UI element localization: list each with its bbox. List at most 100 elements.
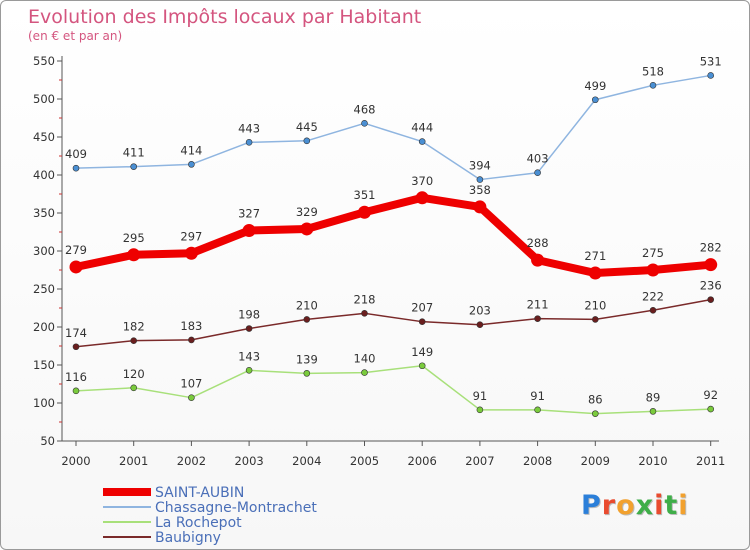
data-label: 207 xyxy=(411,301,433,315)
data-label: 89 xyxy=(646,390,661,404)
data-label: 394 xyxy=(469,159,491,173)
legend-label: Baubigny xyxy=(155,530,221,546)
series-line xyxy=(75,365,712,415)
data-label: 297 xyxy=(180,229,202,243)
data-point xyxy=(303,370,311,377)
data-label: 222 xyxy=(642,289,664,303)
data-label: 288 xyxy=(527,236,549,250)
data-label: 329 xyxy=(296,205,318,219)
data-point xyxy=(245,367,253,374)
data-point xyxy=(415,191,429,205)
data-label: 295 xyxy=(123,231,145,245)
data-label: 120 xyxy=(123,367,145,381)
data-label: 279 xyxy=(65,243,87,257)
logo-letter: o xyxy=(616,490,636,521)
y-tick-label: 400 xyxy=(33,168,55,182)
data-point xyxy=(476,406,484,414)
data-point xyxy=(361,310,368,317)
x-tick-label: 2005 xyxy=(350,454,379,468)
data-label: 411 xyxy=(123,146,145,160)
data-point xyxy=(707,296,715,303)
logo-letter: t xyxy=(664,490,679,521)
y-tick-label: 250 xyxy=(33,282,55,296)
data-point xyxy=(476,321,484,329)
data-label: 210 xyxy=(296,298,318,312)
data-point xyxy=(418,318,426,325)
data-point xyxy=(245,325,253,332)
proxiti-logo: Proxiti xyxy=(581,490,689,521)
series-baubigny: 174 182 183 198 210 218 207 203 211 210 222 236 xyxy=(65,279,722,351)
data-point xyxy=(130,337,137,344)
data-label: 327 xyxy=(238,206,260,220)
chart-subtitle: (en € et par an) xyxy=(28,29,123,43)
data-point xyxy=(531,253,545,267)
data-point xyxy=(646,263,660,277)
data-label: 468 xyxy=(354,102,376,116)
data-label: 518 xyxy=(642,64,664,78)
data-point xyxy=(242,223,256,237)
data-label: 116 xyxy=(65,370,87,384)
y-tick-label: 300 xyxy=(33,244,55,258)
data-point xyxy=(591,316,599,323)
data-label: 403 xyxy=(527,152,549,166)
data-label: 271 xyxy=(584,249,606,263)
x-tick-label: 2007 xyxy=(465,454,494,468)
y-tick-label: 550 xyxy=(33,54,55,68)
series-la-rochepot: 116 120 107 143 139 140 149 91 91 86 89 92 xyxy=(65,345,718,417)
data-point xyxy=(418,362,426,370)
data-point xyxy=(476,176,484,183)
data-label: 91 xyxy=(473,389,488,403)
data-point xyxy=(188,161,195,168)
y-tick-label: 200 xyxy=(33,320,55,334)
data-label: 218 xyxy=(354,292,376,306)
y-tick-label: 500 xyxy=(33,92,55,106)
y-tick-label: 100 xyxy=(33,396,55,410)
legend-label: La Rochepot xyxy=(155,515,242,531)
data-point xyxy=(245,139,253,146)
x-tick-label: 2009 xyxy=(581,454,610,468)
data-point xyxy=(303,316,311,323)
data-label: 414 xyxy=(180,143,202,157)
data-label: 236 xyxy=(700,279,722,293)
data-label: 174 xyxy=(65,326,87,340)
data-point xyxy=(649,408,657,415)
data-point xyxy=(649,306,657,314)
data-label: 139 xyxy=(296,352,318,366)
data-point xyxy=(704,258,718,272)
x-tick-label: 2008 xyxy=(523,454,552,468)
series-saint-aubin: 279 295 297 327 329 351 370 358 288 271 275 282 xyxy=(65,174,722,280)
data-label: 86 xyxy=(588,393,603,407)
data-point xyxy=(707,405,715,413)
data-label: 409 xyxy=(65,147,87,161)
data-label: 531 xyxy=(700,54,722,68)
x-tick-label: 2006 xyxy=(408,454,437,468)
logo-letter: i xyxy=(678,490,689,521)
data-label: 143 xyxy=(238,349,260,363)
data-label: 198 xyxy=(238,308,260,322)
logo-letter: x xyxy=(635,490,655,521)
data-point xyxy=(588,266,602,280)
data-label: 203 xyxy=(469,304,491,318)
logo-letter: P xyxy=(581,490,602,521)
x-tick-label: 2000 xyxy=(61,454,90,468)
data-label: 499 xyxy=(584,79,606,93)
data-point xyxy=(72,343,80,351)
data-label: 182 xyxy=(123,320,145,334)
data-point xyxy=(130,384,137,392)
y-tick-label: 450 xyxy=(33,130,55,144)
series-line xyxy=(75,74,712,181)
data-point xyxy=(591,96,599,104)
data-label: 444 xyxy=(411,121,433,135)
data-point xyxy=(127,248,141,262)
data-point xyxy=(361,120,368,127)
data-label: 358 xyxy=(469,183,491,197)
data-point xyxy=(591,410,599,417)
data-point xyxy=(188,336,195,344)
data-label: 183 xyxy=(180,319,202,333)
y-tick-label: 50 xyxy=(40,434,55,448)
data-point xyxy=(72,164,80,172)
data-point xyxy=(534,315,541,322)
